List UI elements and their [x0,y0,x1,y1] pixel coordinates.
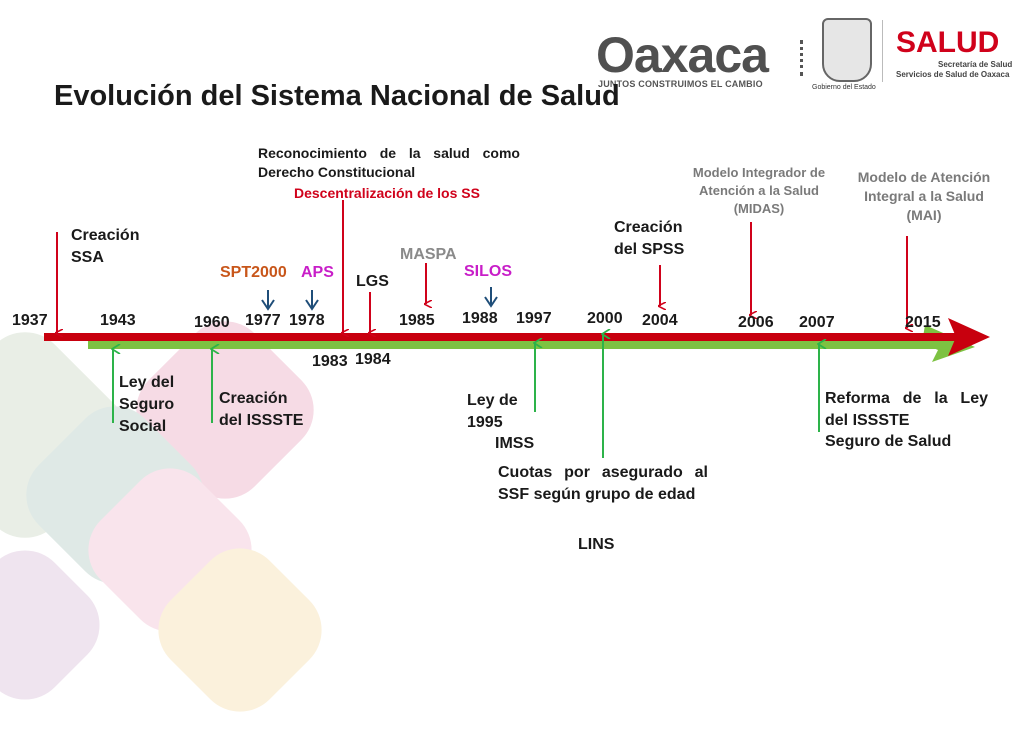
label-mai: Modelo de Atención Integral a la Salud (… [857,169,991,223]
year-2000: 2000 [587,310,623,327]
label-maspa: MASPA [400,246,457,263]
year-1943: 1943 [100,312,136,329]
label-descentralizacion: Descentralización de los SS [294,185,480,201]
logo-divider [800,40,807,76]
label-creacion-spss: Creación del SPSS [614,219,685,258]
label-creacion-ssa: Creación SSA [71,227,140,266]
year-1977: 1977 [245,312,281,329]
label-spt2000: SPT2000 [220,264,287,281]
oaxaca-tagline: JUNTOS CONSTRUIMOS EL CAMBIO [598,79,763,89]
year-1988: 1988 [462,310,498,327]
salud-subtitle-2: Servicios de Salud de Oaxaca [896,70,1010,79]
label-creacion-issste: Creación del ISSSTE [219,390,304,429]
year-1985: 1985 [399,312,435,329]
label-seguro-salud: Seguro de Salud [825,433,952,450]
year-1983: 1983 [312,353,348,370]
arrow-spt2000 [261,290,275,311]
label-midas: Modelo Integrador de Atención a la Salud… [692,165,826,216]
year-1978: 1978 [289,312,325,329]
year-2007: 2007 [799,314,835,331]
logo-divider-2 [882,20,883,82]
arrow-aps [305,290,319,311]
timeline-red-bar [44,318,990,356]
year-2006: 2006 [738,314,774,331]
oaxaca-logo: Oaxaca [596,27,769,83]
gobierno-label: Gobierno del Estado [812,84,876,91]
label-lins: LINS [578,536,615,553]
label-reconocimiento: Reconocimiento de la salud como Derecho … [258,145,520,180]
label-ley-1995: Ley de 1995 [467,392,518,431]
label-ley-seguro-social: Ley del Seguro Social [119,374,175,435]
salud-subtitle-1: Secretaría de Salud [938,60,1013,69]
arrow-silos [484,287,498,308]
label-reforma-issste: Reforma de la Ley del ISSSTE [825,390,988,429]
label-silos: SILOS [464,263,513,280]
year-1937: 1937 [12,312,48,329]
label-cuotas: Cuotas por asegurado al SSF según grupo … [498,464,708,503]
coat-of-arms-icon [822,18,872,82]
timeline-diagram [44,200,990,458]
year-2015: 2015 [905,314,941,331]
year-2004: 2004 [642,312,678,329]
label-lgs: LGS [356,273,389,290]
salud-logo: SALUD [896,26,1000,59]
page-title: Evolución del Sistema Nacional de Salud [54,80,620,112]
year-1997: 1997 [516,310,552,327]
label-imss: IMSS [495,435,535,452]
year-1960: 1960 [194,314,230,331]
label-aps: APS [301,264,334,281]
year-1984: 1984 [355,351,391,368]
